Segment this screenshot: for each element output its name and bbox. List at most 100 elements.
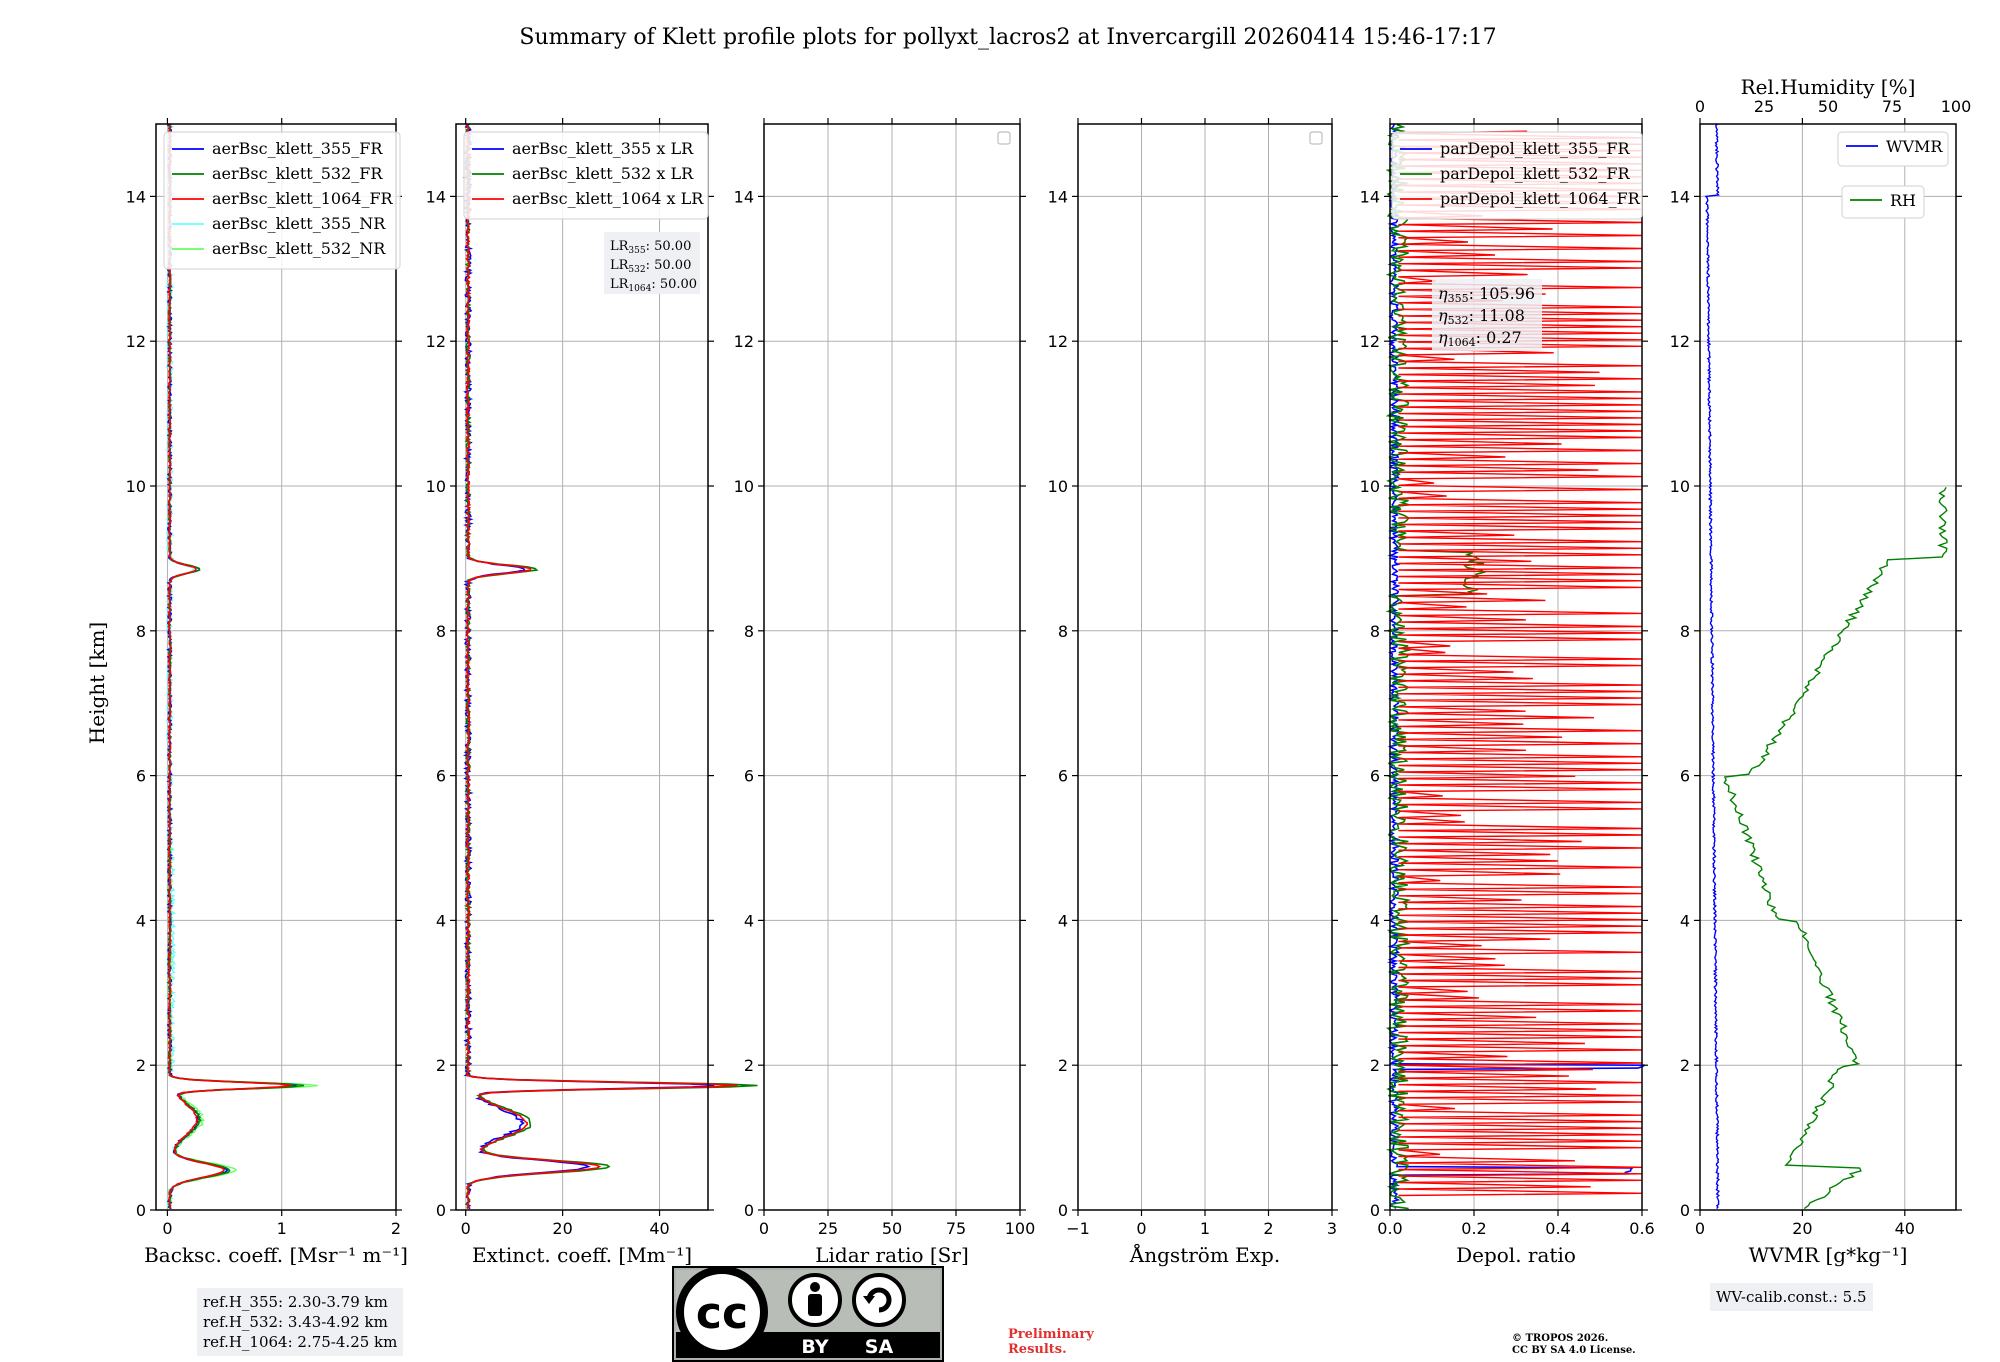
copyright-line-1: © TROPOS 2026.	[1512, 1333, 1609, 1344]
panel-wv: 0 20 40 0 2 4 6 8 10 12 14 WVMR [g*kg⁻¹] 0 25 50 75 100 R…	[1670, 75, 1972, 1267]
y-tick-label-ang: 12	[1048, 332, 1068, 351]
y-tick-label-wv: 10	[1670, 477, 1690, 496]
y-tick-label-bsc: 8	[136, 622, 146, 641]
y-tick-label-bsc: 4	[136, 911, 146, 930]
x-tick-label-lr: 0	[759, 1219, 769, 1238]
x-tick-label-lr: 25	[818, 1219, 838, 1238]
y-tick-label-ext: 10	[426, 477, 446, 496]
panel-depol: 0.0 0.2 0.4 0.6 0 2 4 6 8 10 12 14 Depol. ratio parDe…	[1360, 118, 1655, 1267]
x-axis-label-ext: Extinct. coeff. [Mm⁻¹]	[472, 1243, 692, 1267]
cc-by-sa-badge: cc BY SA	[672, 1266, 944, 1362]
y-axis-label: Height [km]	[85, 622, 109, 744]
x-tick-label-ext: 0	[461, 1219, 471, 1238]
prelim-line-1: Preliminary	[1008, 1327, 1094, 1342]
x-tick-label-wv: 40	[1895, 1219, 1915, 1238]
legend-label-bsc: aerBsc_klett_355_FR	[212, 139, 383, 158]
y-tick-label-lr: 2	[744, 1056, 754, 1075]
y-tick-label-depol: 14	[1360, 187, 1380, 206]
legend-label-wvmr: WVMR	[1886, 137, 1943, 156]
x-tick-label-ang: 1	[1200, 1219, 1210, 1238]
y-tick-label-wv: 0	[1680, 1201, 1690, 1220]
panel-lr: 0 25 50 75 100 0 2 4 6 8 10 12 14 Lidar ratio [Sr]	[734, 118, 1035, 1267]
x-axis-label-bsc: Backsc. coeff. [Msr⁻¹ m⁻¹]	[144, 1243, 408, 1267]
top-axis-label-wv: Rel.Humidity [%]	[1741, 75, 1916, 99]
eta-532: η532: 11.08	[1438, 306, 1525, 327]
x-tick-label-ang: 2	[1263, 1219, 1273, 1238]
legend-box-depol	[1391, 131, 1643, 220]
ref-height-1064: ref.H_1064: 2.75-4.25 km	[203, 1333, 398, 1351]
y-tick-label-depol: 10	[1360, 477, 1380, 496]
y-tick-label-ang: 2	[1058, 1056, 1068, 1075]
axes-frame-ext	[455, 123, 709, 1211]
axes-frame-bsc	[155, 123, 397, 1211]
x-axis-label-lr: Lidar ratio [Sr]	[815, 1243, 969, 1267]
line-bsc-355-nr	[164, 123, 298, 1209]
ref-height-532: ref.H_532: 3.43-4.92 km	[203, 1313, 388, 1331]
cc-by-label: BY	[801, 1336, 828, 1358]
y-tick-label-lr: 4	[744, 911, 754, 930]
legend-label-depol: parDepol_klett_1064_FR	[1440, 189, 1641, 208]
y-tick-label-bsc: 0	[136, 1201, 146, 1220]
eta-box	[1432, 279, 1542, 351]
y-tick-label-depol: 0	[1370, 1201, 1380, 1220]
y-tick-label-wv: 4	[1680, 911, 1690, 930]
eta-1064: η1064: 0.27	[1438, 328, 1522, 349]
x-tick-label-bsc: 2	[391, 1219, 401, 1238]
sa-arrow-head-icon	[863, 1296, 875, 1304]
empty-legend-ang	[1309, 131, 1323, 145]
preliminary-results-note: Preliminary Results.	[1008, 1327, 1094, 1357]
eta-355: η355: 105.96	[1438, 284, 1535, 305]
top-x-tick-label-wv: 50	[1818, 97, 1838, 116]
y-tick-label-bsc: 14	[126, 187, 146, 206]
y-tick-label-depol: 12	[1360, 332, 1380, 351]
x-tick-label-lr: 75	[946, 1219, 966, 1238]
line-bsc-532-nr	[165, 847, 318, 1210]
y-tick-label-lr: 14	[734, 187, 754, 206]
x-tick-label-lr: 50	[882, 1219, 902, 1238]
y-tick-label-wv: 6	[1680, 767, 1690, 786]
axes-frame-wv	[1699, 123, 1957, 1211]
legend-label-bsc: aerBsc_klett_532_FR	[212, 164, 383, 183]
y-tick-label-lr: 6	[744, 767, 754, 786]
y-tick-label-depol: 8	[1370, 622, 1380, 641]
y-tick-label-bsc: 12	[126, 332, 146, 351]
lidar-ratio-1064: LR1064: 50.00	[610, 277, 697, 294]
y-tick-label-depol: 4	[1370, 911, 1380, 930]
y-tick-label-bsc: 2	[136, 1056, 146, 1075]
lidar-ratio-355: LR355: 50.00	[610, 239, 691, 256]
y-tick-label-ext: 0	[436, 1201, 446, 1220]
top-x-tick-label-wv: 75	[1882, 97, 1902, 116]
cc-icon-text: cc	[696, 1288, 748, 1339]
figure-title: Summary of Klett profile plots for polly…	[519, 25, 1496, 50]
x-tick-label-bsc: 0	[162, 1219, 172, 1238]
legend-label-depol: parDepol_klett_532_FR	[1440, 164, 1631, 183]
legend-label-depol: parDepol_klett_355_FR	[1440, 139, 1631, 158]
wv-calib-box: WV-calib.const.: 5.5	[1710, 1283, 1873, 1311]
y-tick-label-ang: 0	[1058, 1201, 1068, 1220]
y-tick-label-lr: 8	[744, 622, 754, 641]
y-tick-label-wv: 14	[1670, 187, 1690, 206]
legend-box-bsc	[163, 131, 401, 270]
y-tick-label-ang: 6	[1058, 767, 1068, 786]
top-x-tick-label-wv: 100	[1941, 97, 1972, 116]
y-tick-label-ext: 14	[426, 187, 446, 206]
x-tick-label-ext: 40	[649, 1219, 669, 1238]
by-person-head	[810, 1282, 820, 1292]
y-tick-label-ext: 2	[436, 1056, 446, 1075]
copyright-line-2: CC BY SA 4.0 License.	[1512, 1345, 1636, 1356]
y-tick-label-ext: 4	[436, 911, 446, 930]
x-tick-label-depol: 0.6	[1629, 1219, 1654, 1238]
x-tick-label-depol: 0.2	[1461, 1219, 1486, 1238]
y-tick-label-ang: 8	[1058, 622, 1068, 641]
y-tick-label-ext: 8	[436, 622, 446, 641]
x-tick-label-bsc: 1	[277, 1219, 287, 1238]
line-bsc-1064-fr	[167, 123, 292, 1209]
x-tick-label-depol: 0.0	[1377, 1219, 1402, 1238]
y-tick-label-bsc: 10	[126, 477, 146, 496]
cc-sa-label: SA	[865, 1336, 894, 1358]
line-depol-532	[1385, 123, 1487, 1210]
legend-box-wvmr	[1837, 131, 1949, 167]
